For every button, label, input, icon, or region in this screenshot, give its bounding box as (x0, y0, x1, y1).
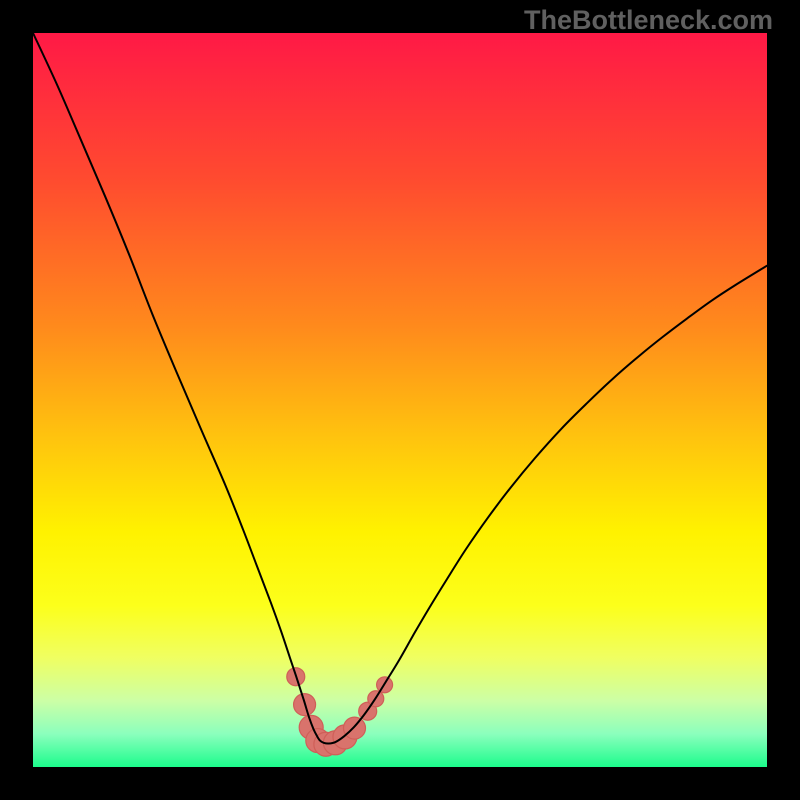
chart-frame: TheBottleneck.com (0, 0, 800, 800)
chart-plot-area (33, 33, 767, 767)
watermark-text: TheBottleneck.com (524, 5, 773, 36)
